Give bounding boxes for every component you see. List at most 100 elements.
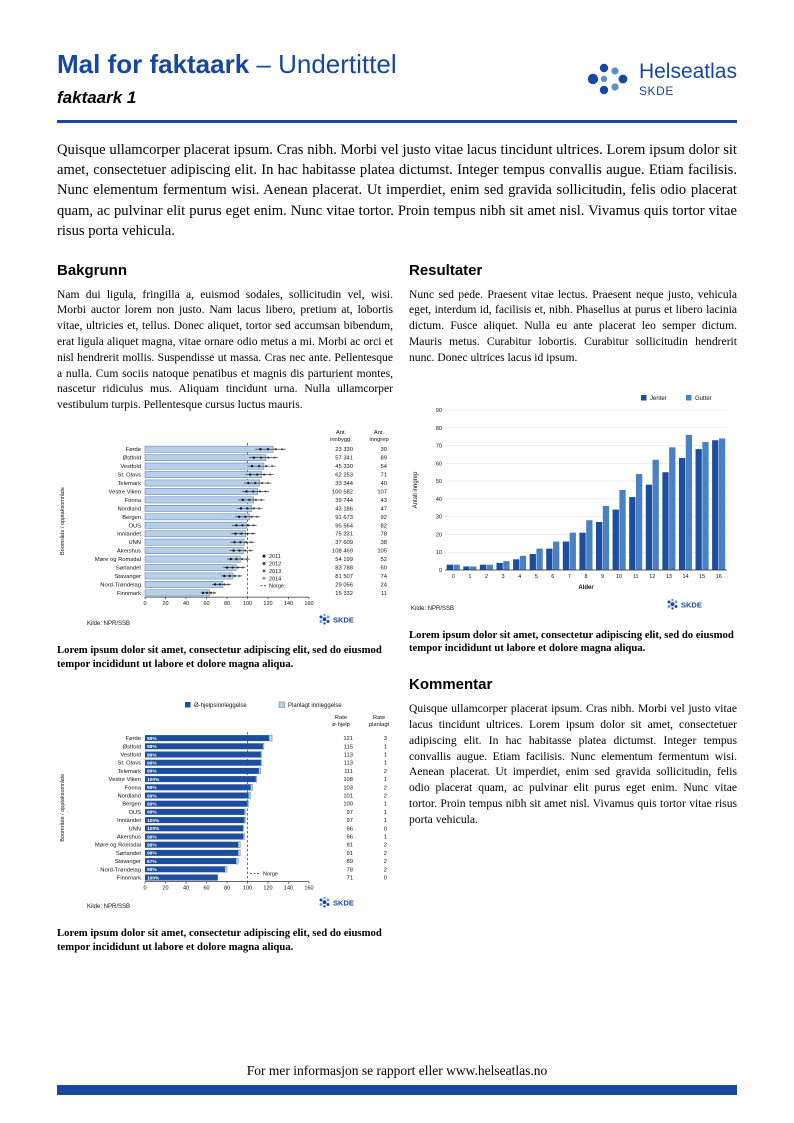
svg-text:1: 1 <box>384 810 387 816</box>
svg-text:71: 71 <box>381 472 387 478</box>
svg-text:43: 43 <box>381 498 387 504</box>
year-marker <box>250 515 253 518</box>
year-marker <box>235 557 238 561</box>
svg-text:3: 3 <box>502 574 505 580</box>
svg-text:97: 97 <box>347 810 353 816</box>
svg-text:1: 1 <box>384 818 387 824</box>
svg-text:78: 78 <box>381 532 387 538</box>
legend-swatch-gutter <box>686 394 692 401</box>
svg-text:50: 50 <box>436 479 442 485</box>
svg-text:60: 60 <box>203 885 209 891</box>
year-marker <box>237 515 241 518</box>
year-marker <box>223 574 226 578</box>
year-marker <box>239 540 242 544</box>
svg-text:98%: 98% <box>147 850 157 856</box>
svg-text:St. Olavs: St. Olavs <box>117 760 141 766</box>
jenter-bar <box>579 532 586 570</box>
svg-text:47: 47 <box>381 506 387 512</box>
rate-bar <box>144 521 247 529</box>
svg-text:20: 20 <box>436 532 442 538</box>
right-column: Resultater Nunc sed pede. Praesent vitae… <box>409 262 737 955</box>
year-marker <box>240 532 243 535</box>
svg-text:100: 100 <box>243 601 252 607</box>
svg-text:ø-hjelp: ø-hjelp <box>332 722 350 728</box>
svg-text:33 344: 33 344 <box>335 481 354 487</box>
svg-text:100: 100 <box>243 885 252 891</box>
svg-text:innbygg.: innbygg. <box>330 437 352 443</box>
svg-text:99%: 99% <box>147 768 157 774</box>
gutter-bar <box>619 489 626 570</box>
sheet-label: faktaark 1 <box>57 87 137 107</box>
skde-mini-logo: SKDE <box>319 613 354 625</box>
year-marker <box>213 583 217 586</box>
year-marker <box>244 515 247 518</box>
year-marker <box>233 540 236 544</box>
jenter-bar <box>629 496 636 570</box>
svg-text:91: 91 <box>347 842 353 848</box>
planned-bar <box>258 767 262 774</box>
svg-text:91 673: 91 673 <box>335 515 353 521</box>
year-marker <box>218 583 221 586</box>
svg-text:101: 101 <box>343 793 353 799</box>
svg-text:45 330: 45 330 <box>335 464 353 470</box>
year-marker <box>257 507 261 510</box>
svg-text:113: 113 <box>344 760 353 766</box>
emergency-bar <box>145 808 245 815</box>
year-marker <box>205 591 209 594</box>
year-marker <box>252 490 255 493</box>
svg-text:97: 97 <box>347 818 353 824</box>
year-marker <box>259 447 262 451</box>
gutter-bar <box>519 555 527 570</box>
rate-bar <box>144 479 261 487</box>
logo-text: Helseatlas SKDE <box>639 60 737 98</box>
svg-text:43 186: 43 186 <box>335 506 353 512</box>
svg-text:99%: 99% <box>147 801 157 807</box>
svg-text:100: 100 <box>343 801 353 807</box>
planned-bar <box>255 775 257 782</box>
rate-bar <box>144 445 274 453</box>
legend-swatch-jenter <box>641 394 647 401</box>
gutter-bar <box>586 519 593 570</box>
planned-bar <box>260 750 263 758</box>
svg-text:Ant.: Ant. <box>374 430 385 436</box>
intro-paragraph: Quisque ullamcorper placerat ipsum. Cras… <box>57 141 737 240</box>
emergency-bar <box>145 734 270 741</box>
svg-text:Kilde: NPR/SSB: Kilde: NPR/SSB <box>411 606 454 612</box>
year-marker <box>255 515 259 518</box>
svg-text:2: 2 <box>485 574 488 580</box>
svg-text:Finnmark: Finnmark <box>117 875 141 881</box>
svg-text:Østfold: Østfold <box>123 744 141 750</box>
year-marker <box>273 456 276 459</box>
svg-text:12: 12 <box>649 574 655 580</box>
chart2-caption: Lorem ipsum dolor sit amet, consectetur … <box>57 926 382 953</box>
svg-text:103: 103 <box>343 785 353 791</box>
svg-text:140: 140 <box>284 601 293 607</box>
svg-text:0: 0 <box>384 826 387 832</box>
svg-text:Vestfold: Vestfold <box>120 752 141 758</box>
gutter-bar <box>602 505 610 570</box>
svg-text:15: 15 <box>699 574 705 580</box>
svg-text:57 341: 57 341 <box>335 456 353 462</box>
planned-bar <box>260 759 263 766</box>
svg-text:82: 82 <box>381 523 387 529</box>
svg-text:2: 2 <box>384 842 387 848</box>
svg-text:2: 2 <box>384 793 387 799</box>
svg-text:St. Olavs: St. Olavs <box>117 472 141 478</box>
svg-text:20: 20 <box>162 885 168 891</box>
svg-text:98%: 98% <box>147 834 157 840</box>
svg-text:UNN: UNN <box>128 540 141 546</box>
svg-text:Østfold: Østfold <box>123 456 141 462</box>
svg-text:Ø-hjelpsinnleggelse: Ø-hjelpsinnleggelse <box>194 703 247 709</box>
svg-text:105: 105 <box>377 548 387 554</box>
emergency-bar <box>145 874 218 881</box>
year-marker <box>266 481 270 485</box>
svg-text:98%: 98% <box>147 867 157 873</box>
svg-text:SKDE: SKDE <box>333 615 354 624</box>
jenter-bar <box>595 521 603 570</box>
emergency-bar <box>145 865 225 872</box>
year-marker <box>241 498 244 501</box>
svg-text:2: 2 <box>384 851 387 857</box>
svg-text:6: 6 <box>551 574 554 580</box>
svg-text:81 507: 81 507 <box>335 574 353 580</box>
